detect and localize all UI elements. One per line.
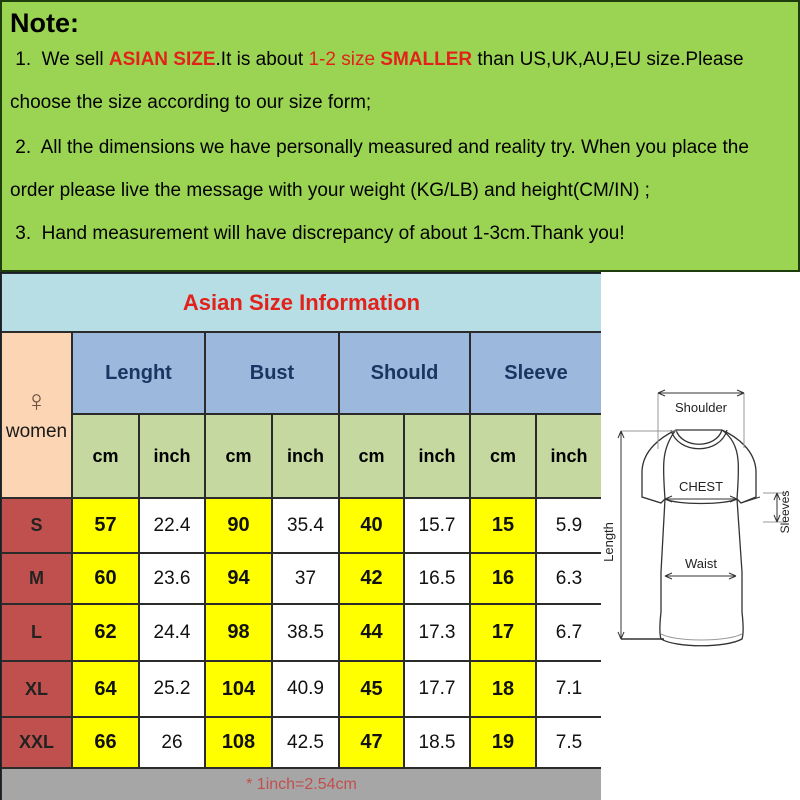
svg-text:Waist: Waist [685, 556, 717, 571]
svg-text:Sleeves: Sleeves [778, 491, 792, 534]
svg-text:CHEST: CHEST [679, 479, 723, 494]
svg-text:Shoulder: Shoulder [675, 400, 728, 415]
svg-text:Length: Length [601, 522, 616, 562]
